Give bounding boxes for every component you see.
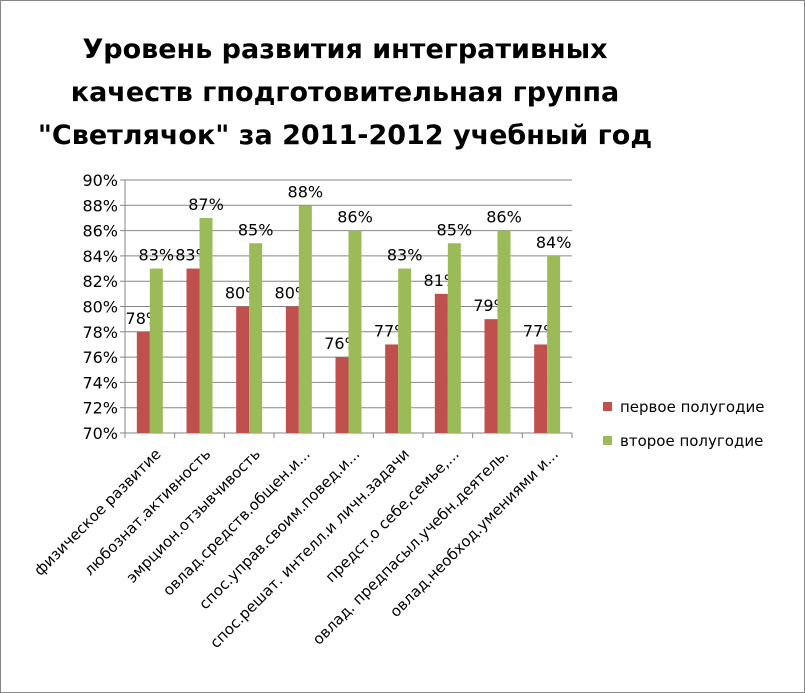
legend-swatch xyxy=(603,402,612,411)
y-tick-label: 78% xyxy=(82,323,118,342)
bar-first-half xyxy=(186,268,200,433)
legend-label: второе полугодие xyxy=(620,432,763,450)
bar-second-half xyxy=(199,217,213,433)
bar-second-half xyxy=(447,243,461,433)
legend-swatch xyxy=(603,436,612,445)
bar-second-half xyxy=(149,268,163,433)
y-tick-label: 86% xyxy=(82,222,118,241)
y-tick-label: 88% xyxy=(82,196,118,215)
bar-first-half xyxy=(136,331,150,433)
bar-second-half xyxy=(398,268,412,433)
data-label: 88% xyxy=(288,182,324,201)
y-tick-label: 90% xyxy=(82,171,118,190)
data-label: 83% xyxy=(139,246,175,265)
bar-second-half xyxy=(547,255,561,433)
data-label: 85% xyxy=(238,220,274,239)
y-tick-label: 76% xyxy=(82,348,118,367)
bar-first-half xyxy=(385,344,399,433)
y-tick-label: 72% xyxy=(82,399,118,418)
y-tick-label: 80% xyxy=(82,298,118,317)
chart-title-line-1: Уровень развития интегративных xyxy=(82,34,608,65)
bar-second-half xyxy=(497,230,511,433)
bar-first-half xyxy=(484,319,498,433)
bar-second-half xyxy=(298,205,312,433)
chart-title: Уровень развития интегративных качеств г… xyxy=(0,28,690,157)
y-tick-label: 84% xyxy=(82,247,118,266)
bar-first-half xyxy=(285,306,299,433)
data-label: 85% xyxy=(437,220,473,239)
bar-second-half xyxy=(348,230,362,433)
bar-first-half xyxy=(434,293,448,433)
bar-first-half xyxy=(236,306,250,433)
data-label: 84% xyxy=(536,233,572,252)
data-label: 87% xyxy=(188,195,224,214)
y-tick-label: 74% xyxy=(82,373,118,392)
bar-first-half xyxy=(534,344,548,433)
bar-second-half xyxy=(249,243,263,433)
data-label: 86% xyxy=(486,208,522,227)
chart-title-line-2: качеств гподготовительная группа xyxy=(70,77,620,108)
legend-label: первое полугодие xyxy=(620,398,764,416)
data-label: 86% xyxy=(337,208,373,227)
y-tick-label: 82% xyxy=(82,272,118,291)
bar-first-half xyxy=(335,357,349,433)
data-label: 83% xyxy=(387,246,423,265)
chart-title-line-3: "Светлячок" за 2011-2012 учебный год xyxy=(37,120,653,151)
y-tick-label: 70% xyxy=(82,424,118,443)
